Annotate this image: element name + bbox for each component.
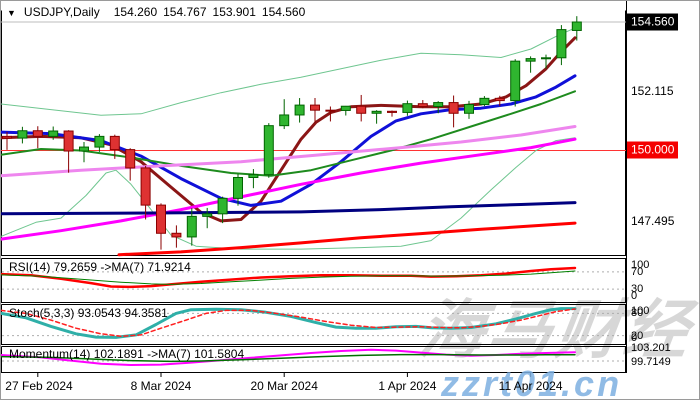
candle-body-bear (2, 135, 12, 139)
ma-navy-line (1, 201, 577, 216)
candle-body-bear (109, 135, 120, 151)
momentum-ma-line (1, 353, 576, 363)
candle-body-bear (171, 232, 182, 238)
stoch-indicator-label: Stoch(5,3,3) 93.0543 94.3581 (9, 306, 168, 320)
candle-body-bull (48, 130, 59, 137)
candle-body-bull (464, 104, 474, 114)
price-axis-label-150.000: 150.000 (627, 141, 679, 159)
candle-body-bull (17, 130, 28, 139)
candle-body-bull (402, 103, 413, 113)
stoch-scale-label-0: 0 (631, 332, 638, 344)
candle-body-bull (94, 135, 105, 148)
candle-body-bull (217, 197, 228, 215)
collapse-triangle-icon[interactable]: ▼ (7, 8, 16, 18)
price-axis-label-154.560: 154.560 (627, 13, 679, 31)
stoch-scale-label-100: 100 (631, 305, 650, 317)
stoch-panel-border (1, 304, 626, 345)
ohlc-close: 154.560 (261, 5, 306, 19)
ma-darkgreen-line (1, 90, 576, 177)
ma-blue-line (1, 74, 577, 207)
time-axis-label: 1 Apr 2024 (378, 379, 437, 393)
candle-body-bear (310, 104, 320, 111)
candle-body-bull (279, 114, 290, 127)
rsi-scale-label-0: 0 (631, 290, 638, 302)
stoch-k-line (1, 307, 577, 339)
momentum-scale-label-99.7149: 99.7149 (631, 356, 671, 369)
momentum-panel-border (1, 346, 626, 373)
ma-fast-maroon-line (1, 36, 577, 223)
time-axis-label: 8 Mar 2024 (130, 379, 192, 393)
price-axis-label-147.495: 147.495 (631, 214, 675, 229)
rsi-panel-border (1, 258, 626, 303)
time-axis-label: 11 Apr 2024 (498, 379, 563, 393)
candle-body-bull (233, 176, 243, 199)
ohlc-open: 154.260 (113, 5, 158, 19)
stoch-d-line (1, 308, 576, 338)
time-axis-label: 27 Feb 2024 (5, 379, 73, 393)
candle-body-bull (340, 105, 351, 111)
chart-header: ▼ USDJPY,Daily 154.260 154.767 153.901 154.56… (7, 5, 311, 19)
momentum-indicator-label: Momentum(14) 102.1891 ->MA(7) 101.5804 (9, 347, 245, 361)
candle-body-bear (325, 109, 336, 112)
rsi-scale-label-100: 100 (631, 259, 650, 271)
ohlc-high: 154.767 (163, 5, 207, 19)
candle-body-bear (32, 130, 43, 137)
rsi-indicator-label: RSI(14) 79.2659 ->MA(7) 71.9214 (9, 260, 191, 274)
rsi-ma-line (1, 270, 576, 285)
candle-body-bull (294, 104, 305, 116)
ohlc-low: 153.901 (212, 5, 256, 19)
candle-body-bull (510, 60, 521, 102)
candle-body-bear (387, 110, 397, 113)
candle-body-bull (433, 102, 444, 108)
candle-body-bear (125, 149, 136, 169)
price-axis-label-152.115: 152.115 (631, 83, 674, 98)
candle-body-bull (263, 125, 274, 176)
candle-body-bull (556, 29, 567, 59)
candle-body-bear (156, 204, 166, 234)
ma-slow-red-line (117, 221, 577, 257)
candle-body-bull (79, 146, 89, 152)
candle-body-bear (417, 103, 428, 108)
candle-body-bear (356, 105, 367, 114)
stoch-scale-label-80: 80 (631, 307, 644, 320)
symbol-period-label: USDJPY,Daily (23, 5, 100, 19)
candle-body-bull (571, 21, 582, 31)
candle-body-bear (63, 130, 74, 152)
stoch-scale-label-20: 20 (631, 329, 644, 342)
momentum-scale-label-103.201: 103.201 (631, 342, 671, 355)
rsi-scale-label-70: 70 (631, 265, 644, 278)
time-axis-label: 20 Mar 2024 (250, 379, 318, 393)
rsi-line (1, 266, 577, 289)
candle-body-bull (202, 213, 213, 217)
candle-body-bull (371, 110, 382, 114)
candle-body-bear (448, 102, 459, 114)
candle-body-bear (140, 167, 151, 206)
bb-upper-line (1, 27, 576, 116)
candle-body-bull (186, 215, 197, 238)
ma-magenta-line (1, 137, 577, 241)
candle-body-bull (525, 58, 536, 62)
candle-body-bull (479, 97, 490, 106)
candle-body-bull (541, 57, 551, 60)
candle-body-bear (494, 97, 505, 102)
rsi-scale-label-30: 30 (631, 283, 644, 296)
ma-lightpink-line (1, 125, 577, 178)
candle-body-bull (248, 174, 259, 178)
